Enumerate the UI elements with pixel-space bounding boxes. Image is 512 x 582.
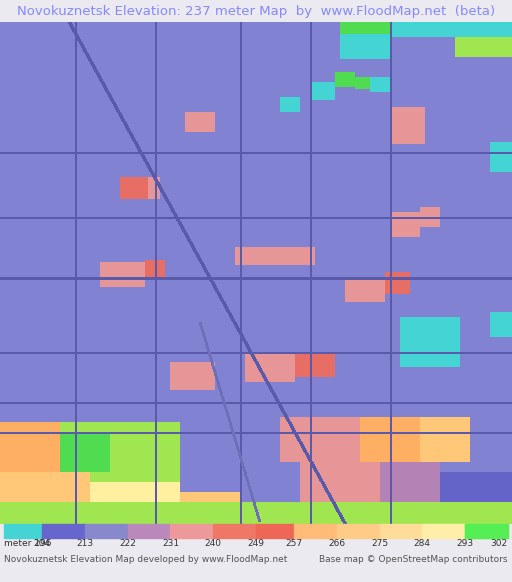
Text: 275: 275 xyxy=(371,540,388,548)
Text: 266: 266 xyxy=(328,540,346,548)
Bar xyxy=(337,524,379,538)
Bar xyxy=(127,524,170,538)
Text: 240: 240 xyxy=(205,540,222,548)
Text: 249: 249 xyxy=(247,540,265,548)
Text: 204: 204 xyxy=(34,540,51,548)
Bar xyxy=(170,524,213,538)
Text: Base map © OpenStreetMap contributors: Base map © OpenStreetMap contributors xyxy=(319,555,508,563)
Bar xyxy=(85,524,127,538)
Bar xyxy=(465,524,508,538)
Bar xyxy=(42,524,85,538)
Text: 222: 222 xyxy=(119,540,136,548)
Bar xyxy=(294,524,337,538)
Text: Novokuznetsk Elevation: 237 meter Map  by  www.FloodMap.net  (beta): Novokuznetsk Elevation: 237 meter Map by… xyxy=(17,5,495,17)
Text: 293: 293 xyxy=(457,540,474,548)
Text: 284: 284 xyxy=(414,540,431,548)
Text: 231: 231 xyxy=(162,540,179,548)
Bar xyxy=(422,524,465,538)
Text: 213: 213 xyxy=(76,540,94,548)
Text: Novokuznetsk Elevation Map developed by www.FloodMap.net: Novokuznetsk Elevation Map developed by … xyxy=(4,555,287,563)
Text: 302: 302 xyxy=(491,540,508,548)
Text: meter 196: meter 196 xyxy=(4,540,52,548)
Bar xyxy=(4,524,42,538)
Bar xyxy=(379,524,422,538)
Text: 257: 257 xyxy=(286,540,303,548)
Bar xyxy=(256,524,294,538)
Bar xyxy=(465,524,508,538)
Bar xyxy=(213,524,256,538)
